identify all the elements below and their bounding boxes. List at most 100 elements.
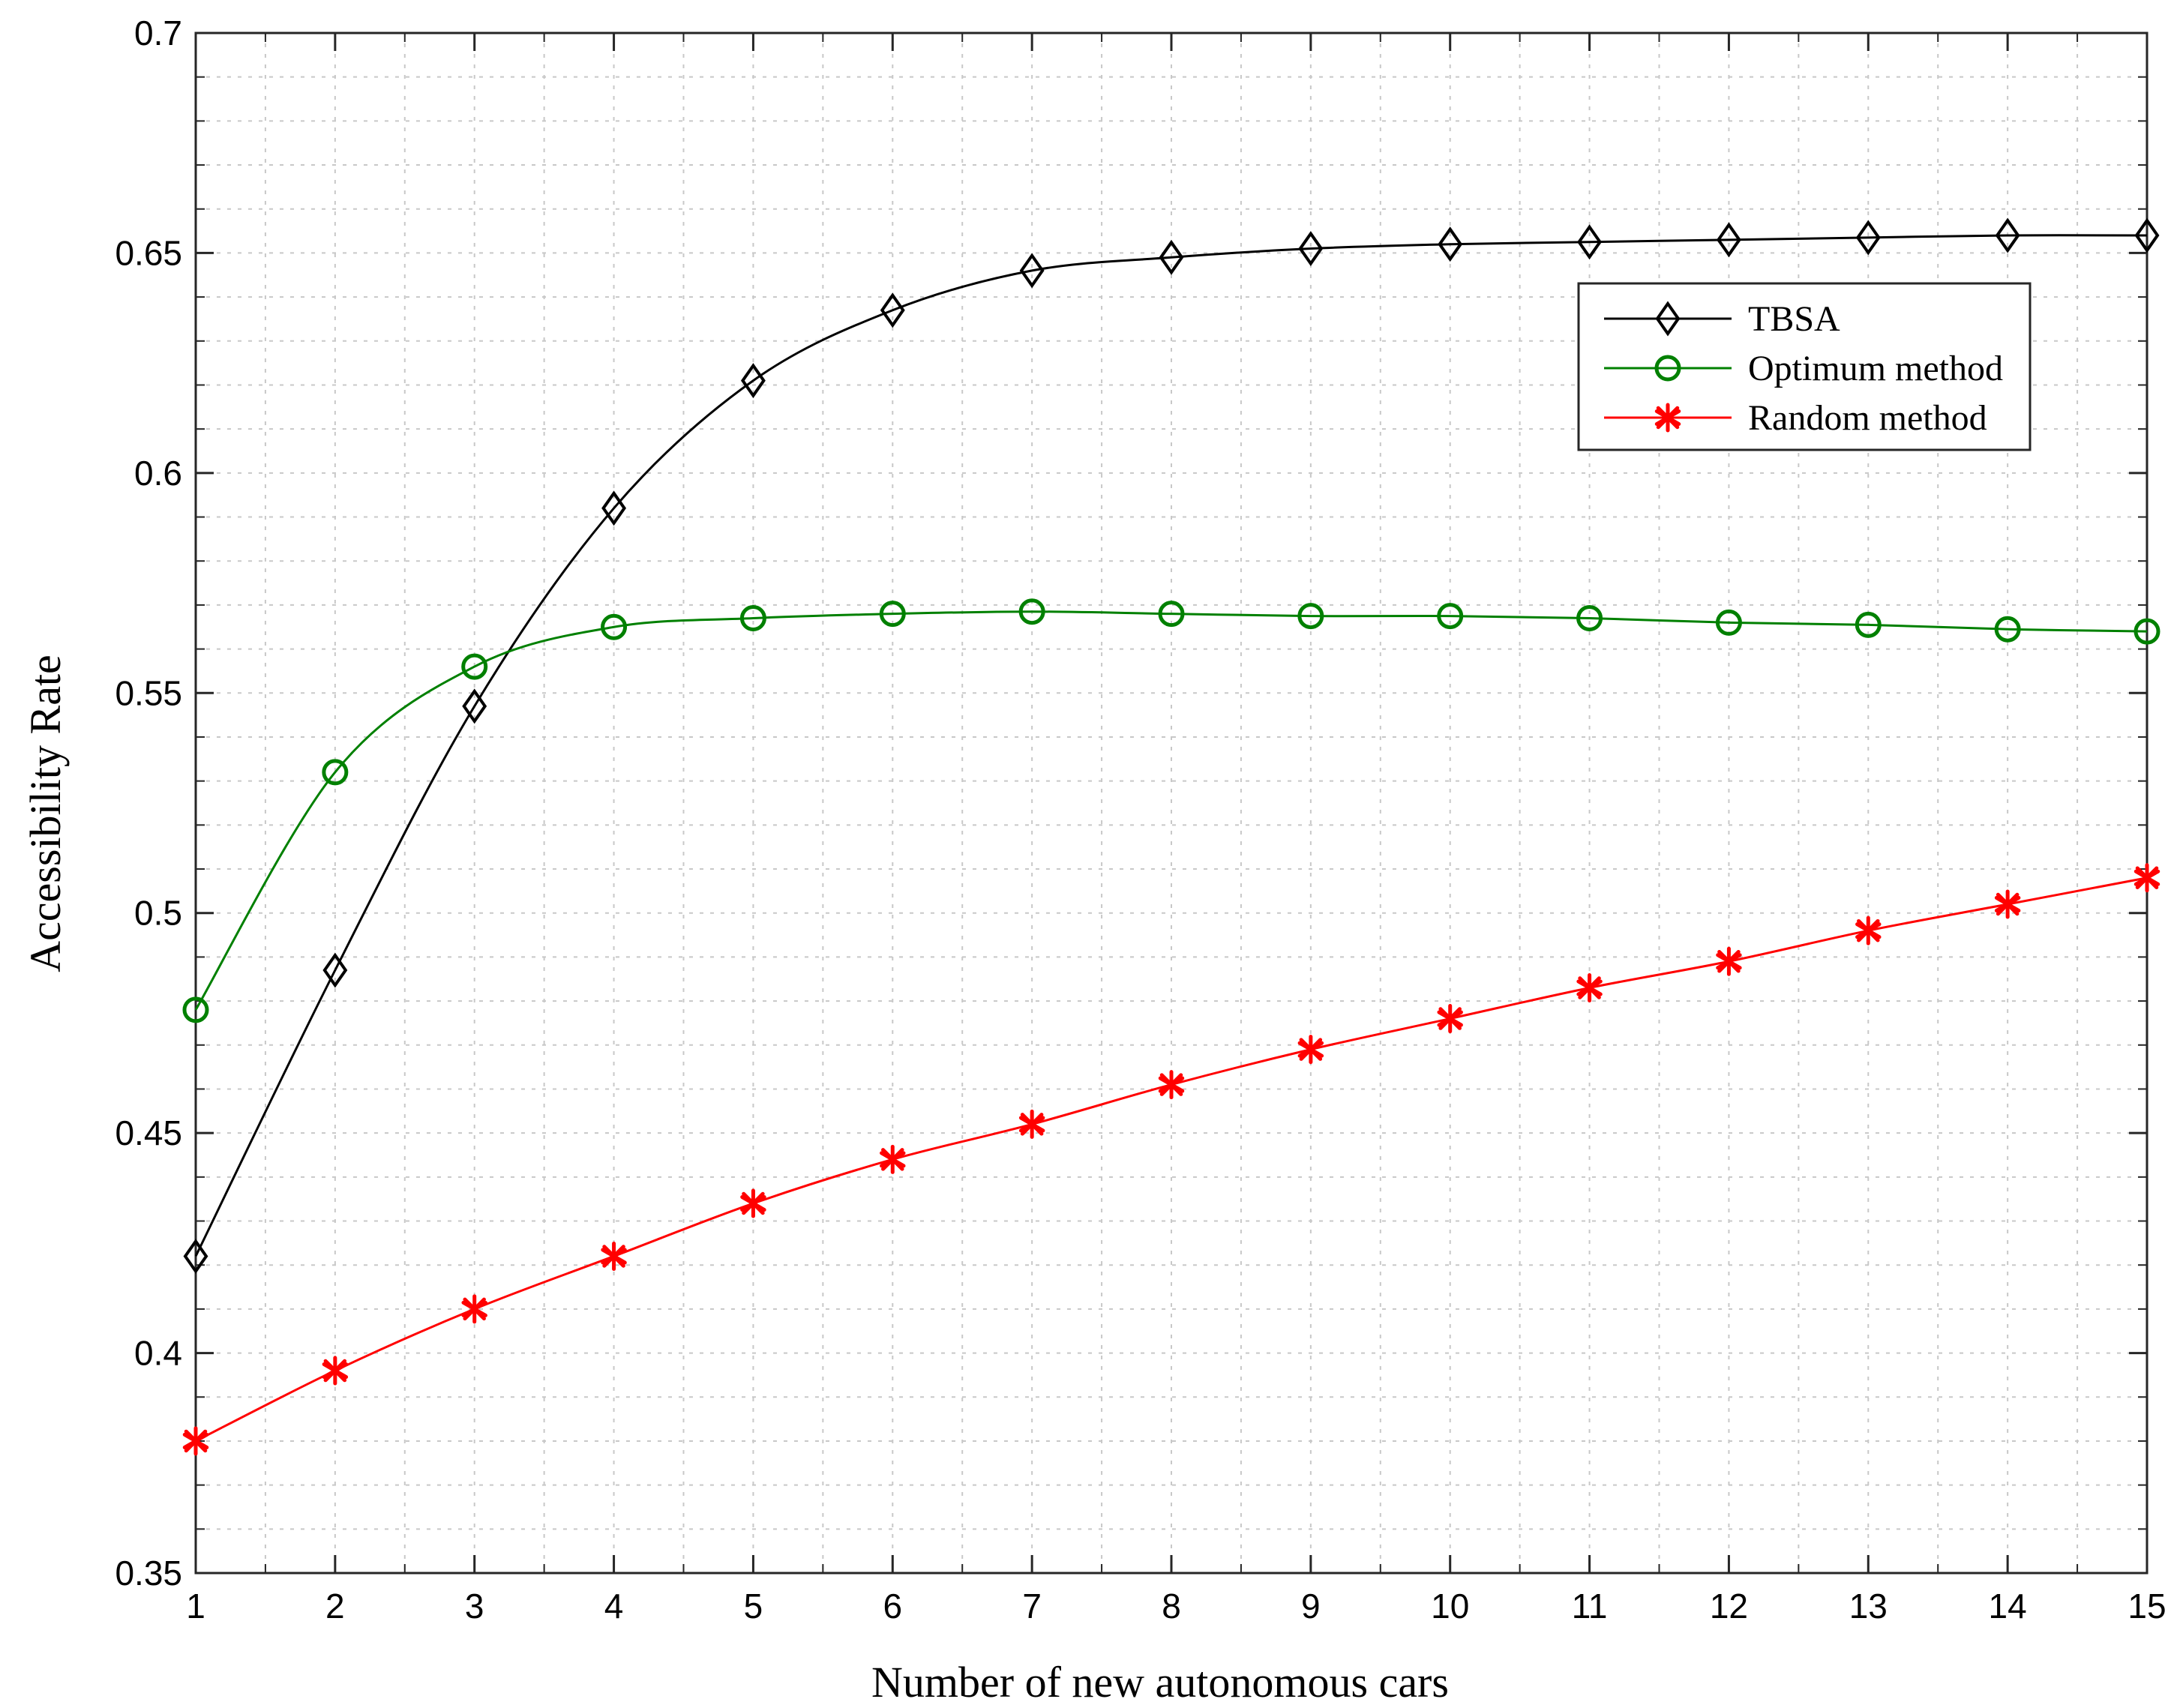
y-tick-label: 0.35: [115, 1554, 182, 1593]
y-tick-label: 0.5: [134, 894, 182, 933]
y-tick-label: 0.55: [115, 673, 182, 712]
data-point-random-method: [1855, 915, 1882, 945]
x-tick-label: 5: [744, 1587, 763, 1626]
data-point-tbsa: [880, 292, 905, 328]
data-point-optimum-method: [1297, 603, 1324, 630]
data-point-random-method: [2134, 863, 2161, 893]
data-point-tbsa: [1716, 222, 1741, 258]
data-point-random-method: [1716, 946, 1742, 976]
data-point-optimum-method: [1715, 609, 1742, 636]
data-point-random-method: [322, 1356, 349, 1386]
x-tick-label: 1: [186, 1587, 205, 1626]
y-axis-title: Accessibility Rate: [21, 655, 70, 972]
x-tick-label: 10: [1431, 1587, 1469, 1626]
data-point-tbsa: [462, 688, 487, 724]
data-point-random-method: [1018, 1109, 1045, 1139]
data-point-tbsa: [1298, 231, 1324, 267]
data-point-tbsa: [740, 363, 766, 399]
legend-marker: [1654, 355, 1681, 382]
data-point-optimum-method: [879, 601, 906, 628]
y-tick-label: 0.65: [115, 233, 182, 272]
series-lines: [182, 217, 2161, 1456]
marker-stroke: [1996, 892, 2020, 916]
marker-stroke: [1438, 1007, 1462, 1030]
x-tick-label: 9: [1301, 1587, 1321, 1626]
data-point-tbsa: [2134, 217, 2160, 253]
marker-stroke: [1717, 950, 1741, 973]
legend: TBSA Optimum method Random method: [1577, 282, 2032, 451]
x-tick-label: 3: [465, 1587, 484, 1626]
y-tick-label: 0.45: [115, 1113, 182, 1152]
data-point-optimum-method: [1994, 616, 2021, 643]
marker-stroke: [881, 1148, 904, 1171]
x-tick-label: 6: [883, 1587, 902, 1626]
data-point-optimum-method: [2134, 618, 2161, 645]
data-point-random-method: [880, 1144, 906, 1174]
data-point-optimum-method: [182, 996, 209, 1023]
data-point-tbsa: [183, 1238, 208, 1274]
series-optimum-method: [182, 598, 2161, 1023]
data-point-optimum-method: [1437, 603, 1464, 630]
marker-stroke: [742, 1191, 765, 1215]
legend-marker: [1655, 301, 1681, 337]
legend-box: [1577, 282, 2032, 451]
series-line-optimum-method: [194, 610, 2148, 1011]
y-tick-label: 0.6: [134, 454, 182, 493]
data-point-random-method: [1158, 1070, 1185, 1100]
data-point-random-method: [740, 1188, 766, 1218]
marker-stroke: [323, 1359, 347, 1383]
data-point-optimum-method: [1855, 611, 1882, 638]
x-tick-label: 13: [1849, 1587, 1888, 1626]
marker-stroke: [184, 1429, 208, 1453]
data-point-random-method: [1994, 889, 2021, 919]
data-point-tbsa: [322, 952, 348, 988]
grid-lines: [196, 33, 2147, 1573]
legend-label: Random method: [1748, 398, 1987, 438]
data-point-random-method: [1297, 1035, 1324, 1065]
x-tick-label: 12: [1710, 1587, 1748, 1626]
x-tick-label: 11: [1572, 1587, 1608, 1626]
x-axis-title: Number of new autonomous cars: [871, 1658, 1449, 1707]
data-point-optimum-method: [322, 759, 349, 786]
x-tick-label: 15: [2128, 1587, 2166, 1626]
marker-stroke: [1159, 1073, 1183, 1096]
marker-stroke: [2135, 866, 2159, 890]
series-tbsa: [183, 217, 2160, 1274]
marker-stroke: [1857, 918, 1880, 942]
marker-stroke: [1656, 406, 1680, 430]
data-point-random-method: [1576, 972, 1603, 1002]
data-point-optimum-method: [1576, 605, 1603, 632]
data-point-optimum-method: [1018, 598, 1045, 625]
x-tick-label: 8: [1162, 1587, 1181, 1626]
legend-marker: [1654, 403, 1681, 433]
data-point-tbsa: [1019, 253, 1045, 289]
tick-labels: 1 2 3 4 5 6 7 8 9 10 11 12 13 14 150.350.40.450.50.550…: [115, 13, 2166, 1626]
data-point-optimum-method: [739, 605, 766, 632]
data-point-tbsa: [1995, 217, 2020, 253]
data-point-optimum-method: [461, 653, 488, 680]
legend-label: TBSA: [1748, 299, 1840, 339]
data-point-tbsa: [1855, 220, 1881, 256]
legend-label: Optimum method: [1748, 349, 2003, 388]
x-tick-label: 4: [604, 1587, 624, 1626]
y-tick-label: 0.4: [134, 1334, 182, 1373]
x-tick-label: 2: [325, 1587, 345, 1626]
marker-stroke: [1020, 1113, 1044, 1136]
series-random-method: [182, 863, 2161, 1456]
marker-stroke: [602, 1245, 625, 1268]
data-point-random-method: [182, 1426, 209, 1456]
data-point-tbsa: [1438, 226, 1463, 262]
data-point-optimum-method: [601, 613, 628, 640]
data-point-random-method: [461, 1294, 487, 1324]
marker-stroke: [1578, 976, 1601, 999]
series-line-random-method: [195, 876, 2148, 1443]
y-tick-label: 0.7: [134, 13, 182, 52]
data-point-tbsa: [1577, 224, 1603, 260]
x-tick-label: 14: [1989, 1587, 2027, 1626]
x-tick-label: 7: [1022, 1587, 1042, 1626]
marker-stroke: [1299, 1038, 1323, 1061]
legend-item-tbsa: TBSA: [1604, 299, 1840, 339]
